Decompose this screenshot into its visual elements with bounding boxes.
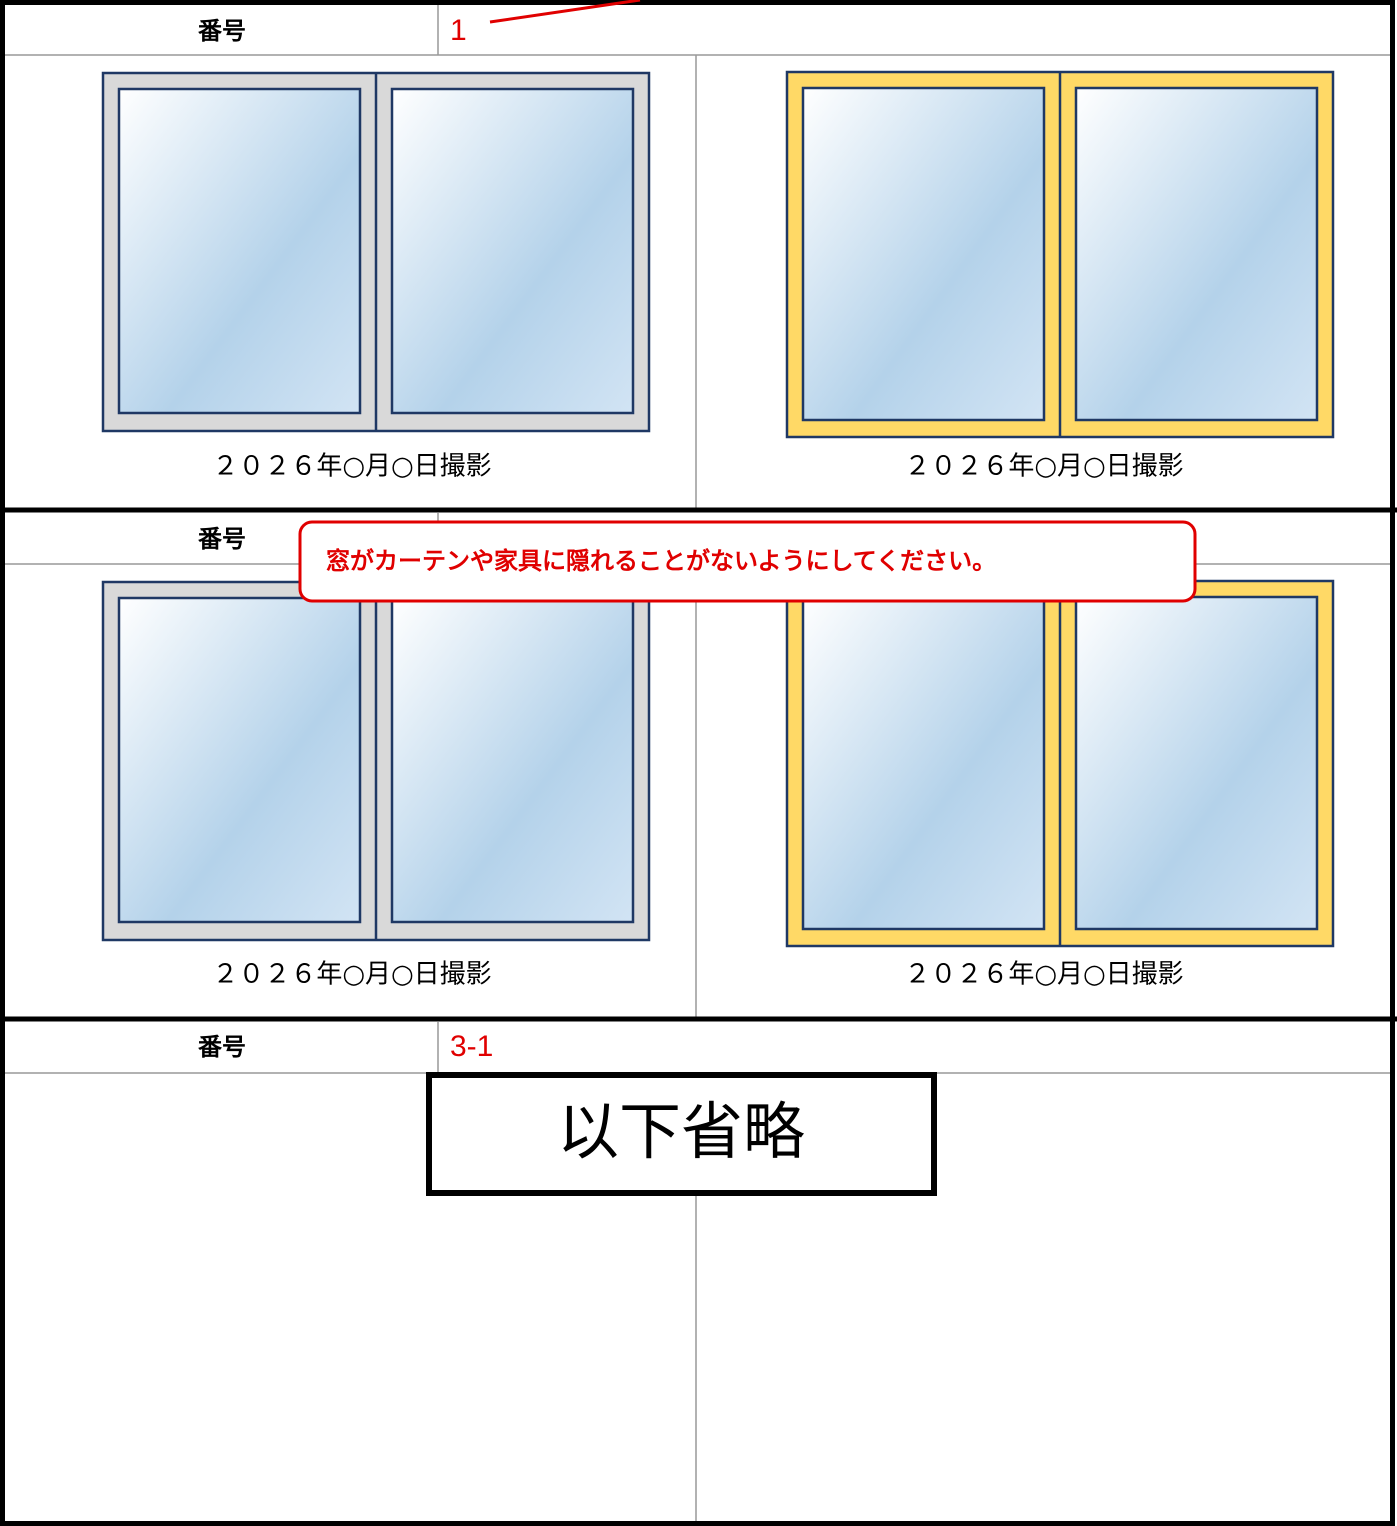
window-pane [801, 595, 1046, 931]
callout-text: 窓がカーテンや家具に隠れることがないようにしてください。 [326, 547, 996, 575]
omitted-text: 以下省略 [557, 1095, 805, 1168]
photo-caption: ２０２６年○月○日撮影 [904, 960, 1183, 990]
omitted-box [426, 1072, 937, 1196]
section-label: 番号 [197, 1033, 246, 1061]
window-pane [117, 596, 362, 924]
window-pane [117, 87, 362, 415]
section-number: 1 [450, 14, 467, 47]
section-label: 番号 [197, 17, 246, 45]
section-label: 番号 [197, 525, 246, 553]
window-pane [1074, 86, 1319, 422]
window-pane [801, 86, 1046, 422]
photo-caption: ２０２６年○月○日撮影 [212, 452, 491, 482]
photo-caption: ２０２６年○月○日撮影 [904, 452, 1183, 482]
callout-box [298, 520, 1197, 603]
pointer-line [489, 0, 641, 24]
section-number: 3-1 [450, 1030, 493, 1063]
window-pane [390, 596, 635, 924]
photo-caption: ２０２６年○月○日撮影 [212, 960, 491, 990]
window-pane [1074, 595, 1319, 931]
window-pane [390, 87, 635, 415]
